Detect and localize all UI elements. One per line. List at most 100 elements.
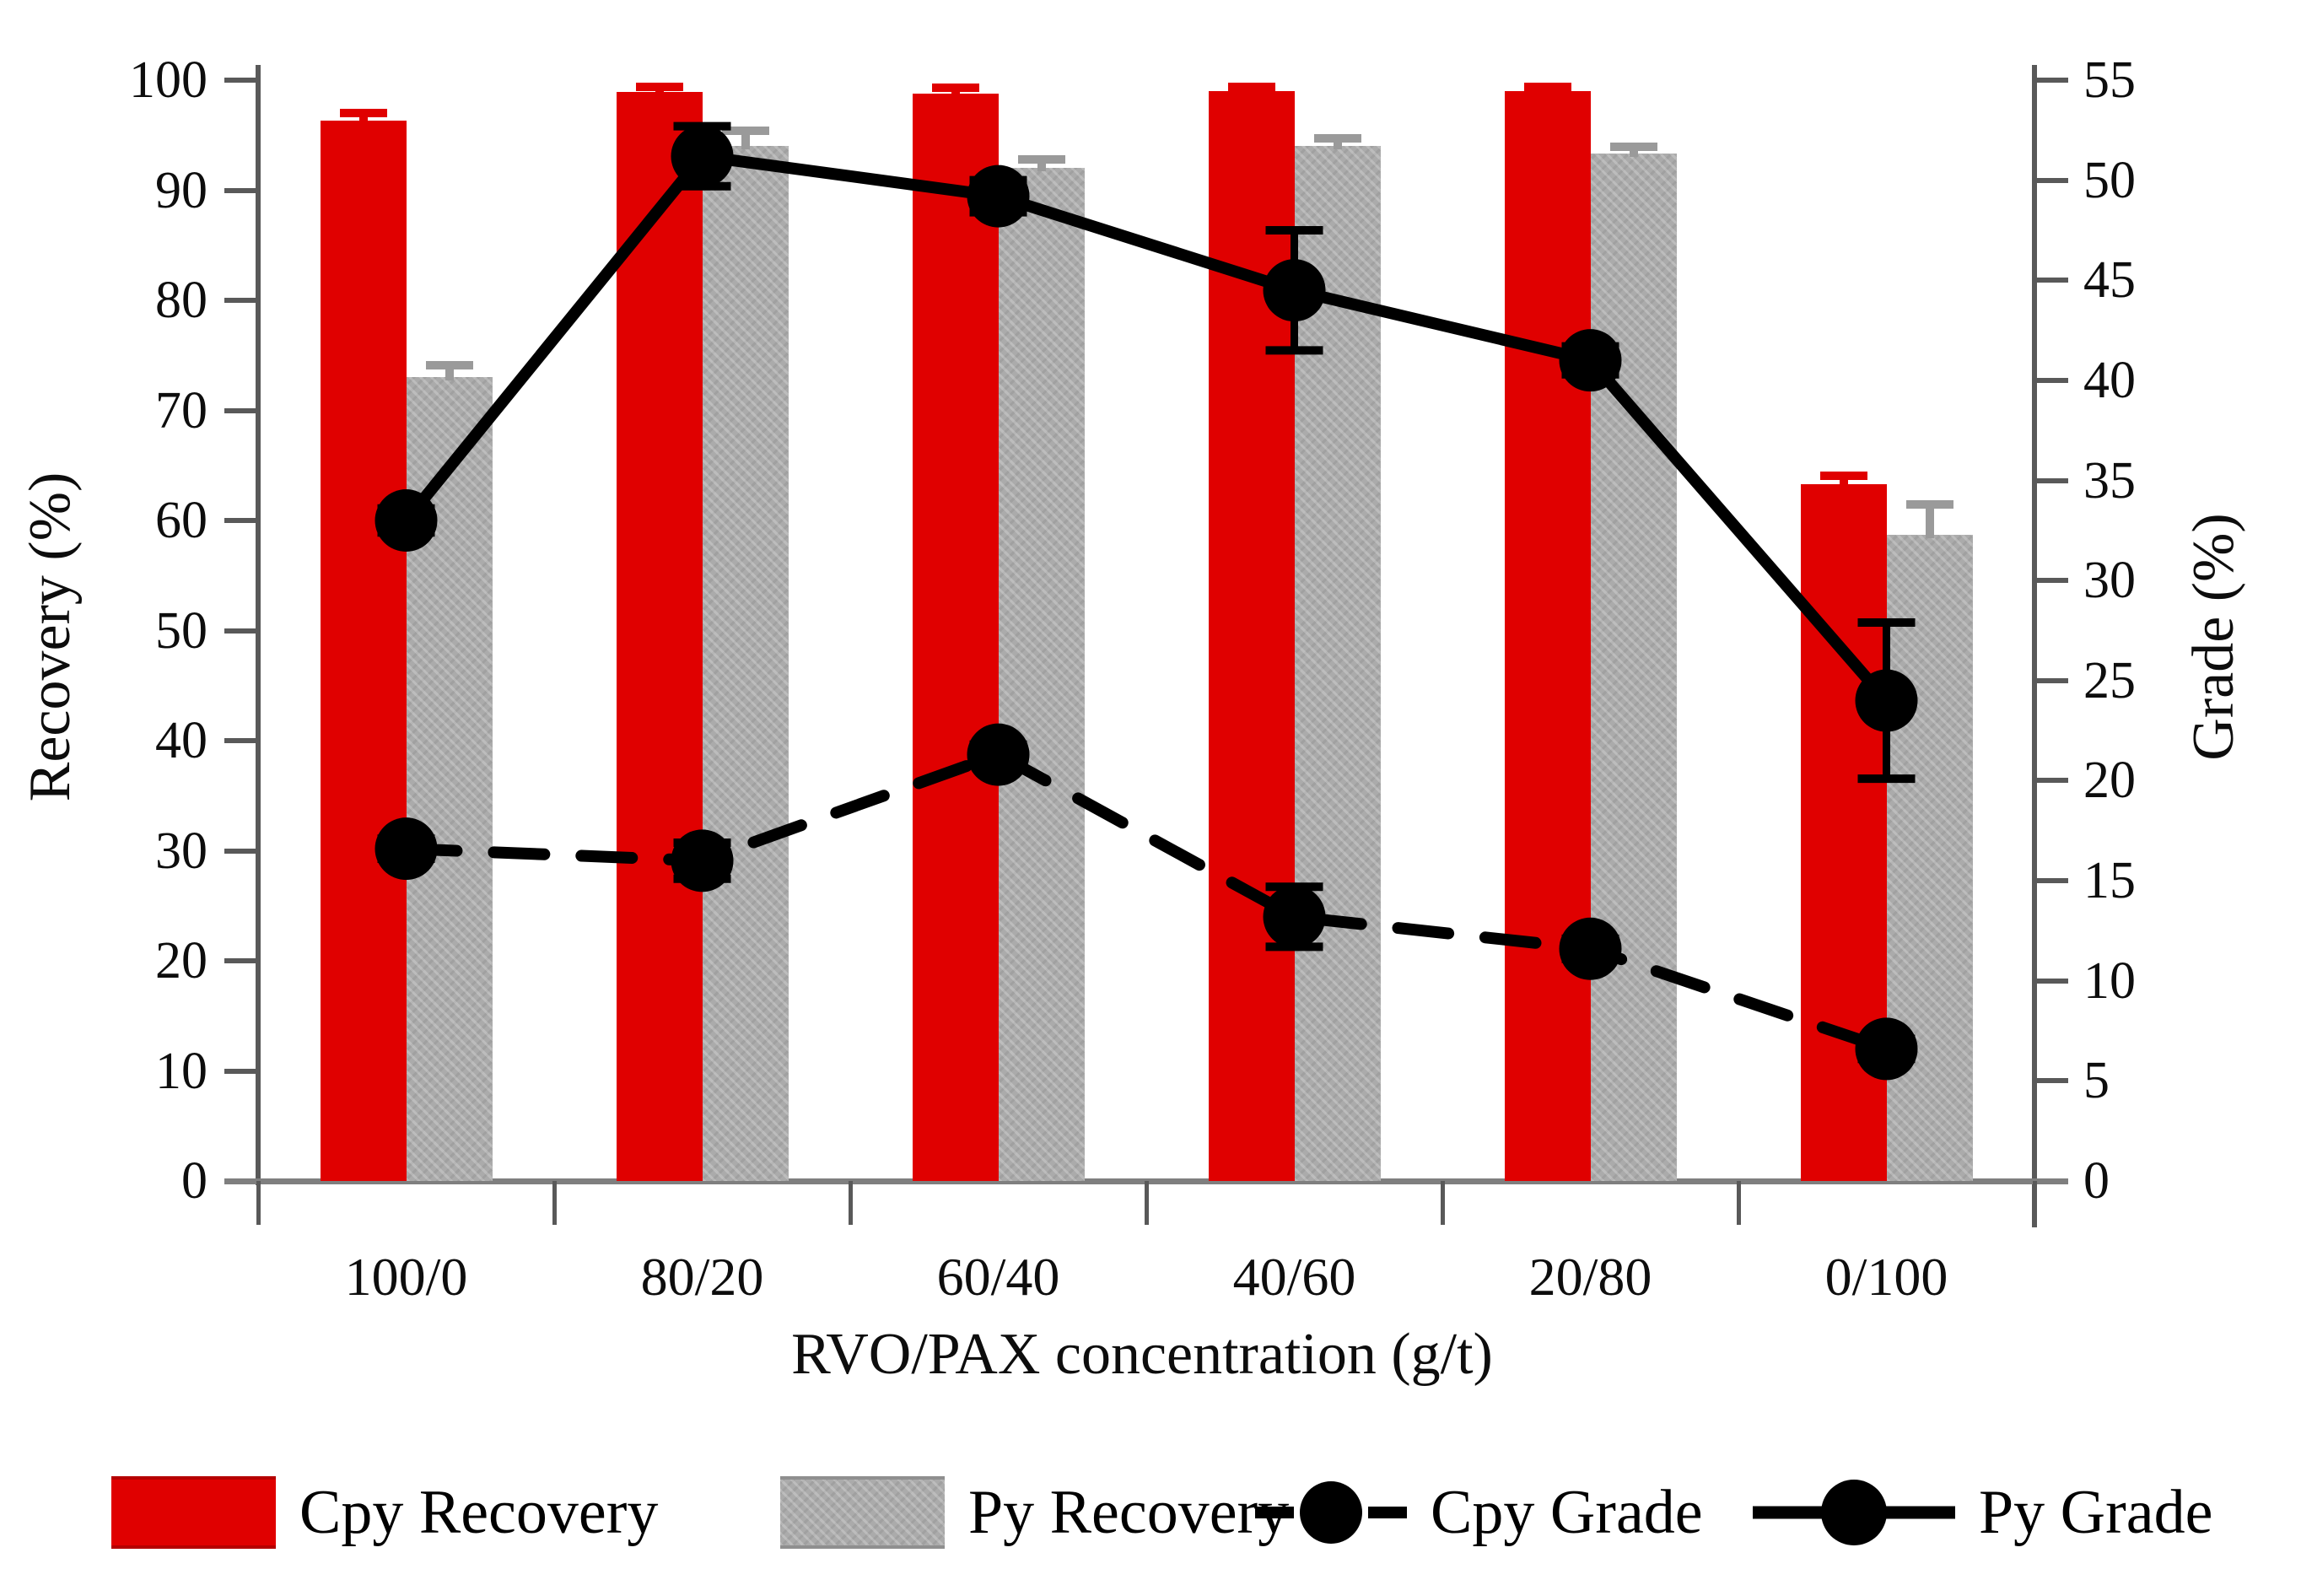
left-y-tick-label: 60: [155, 492, 207, 549]
bar-py-recovery: [1294, 146, 1381, 1181]
right-y-tick: [2036, 177, 2068, 183]
marker-cpy-grade: [671, 829, 734, 892]
bar-error-cap: [1905, 500, 1953, 510]
right-y-tick: [2036, 677, 2068, 683]
right-y-tick: [2036, 477, 2068, 483]
x-axis-title: RVO/PAX concentration (g/t): [791, 1322, 1493, 1387]
legend-label: Py Recovery: [968, 1478, 1290, 1547]
left-y-tick: [224, 958, 256, 963]
legend-swatch-cpy-recovery: [111, 1476, 276, 1549]
marker-cpy-grade: [967, 723, 1030, 786]
left-y-tick: [224, 1068, 256, 1074]
bar-error-cap: [1017, 154, 1065, 164]
right-y-tick: [2036, 778, 2068, 784]
left-y-tick-label: 80: [155, 272, 207, 329]
bar-error-cap: [1523, 82, 1571, 91]
left-y-tick: [224, 518, 256, 523]
bar-error-cap: [1609, 143, 1657, 152]
left-y-tick-label: 30: [155, 822, 207, 880]
left-y-tick-label: 90: [155, 161, 207, 219]
legend-label: Cpy Recovery: [299, 1478, 659, 1547]
legend-item-cpy-grade: Cpy Grade: [1255, 1466, 1703, 1559]
bar-error-stem: [1333, 137, 1342, 150]
bar-cpy-recovery: [616, 92, 703, 1181]
bar-py-recovery: [1590, 154, 1677, 1181]
left-y-tick-label: 40: [155, 712, 207, 769]
legend-item-py-grade: Py Grade: [1753, 1466, 2212, 1559]
right-y-tick: [2036, 78, 2068, 83]
line-py-grade: [400, 149, 1893, 707]
left-y-axis: [256, 65, 261, 1185]
right-y-tick-label: 50: [2083, 151, 2136, 209]
bar-py-recovery: [998, 168, 1085, 1181]
bar-error-cap: [1227, 82, 1275, 91]
legend-item-cpy-recovery: Cpy Recovery: [111, 1466, 658, 1559]
right-y-axis: [2032, 65, 2037, 1227]
right-y-tick-label: 10: [2083, 952, 2136, 1010]
bar-error-cap: [1819, 472, 1867, 481]
marker-py-grade: [375, 489, 438, 552]
bar-error-cap: [339, 108, 387, 117]
legend-solid-line-icon: [1753, 1480, 1955, 1545]
right-y-tick: [2036, 978, 2068, 984]
right-y-tick: [2036, 578, 2068, 584]
right-y-tick-label: 40: [2083, 351, 2136, 409]
right-y-tick: [2036, 878, 2068, 884]
x-axis-tick: [256, 1181, 261, 1225]
bar-cpy-recovery: [1504, 91, 1591, 1181]
left-y-tick-label: 50: [155, 601, 207, 660]
right-y-tick: [2036, 1078, 2068, 1084]
marker-cpy-grade: [1855, 1017, 1918, 1081]
legend-item-py-recovery: Py Recovery: [780, 1466, 1289, 1559]
bar-py-recovery: [1886, 534, 1973, 1181]
legend-swatch-py-recovery: [780, 1476, 945, 1549]
left-y-tick: [224, 848, 256, 854]
bar-error-cap: [1313, 133, 1361, 143]
right-y-tick-label: 55: [2083, 51, 2136, 109]
bar-error-stem: [741, 129, 750, 150]
marker-py-grade: [1263, 259, 1326, 322]
left-y-tick: [224, 187, 256, 193]
x-axis-tick: [1145, 1181, 1149, 1225]
bar-cpy-recovery: [912, 93, 999, 1181]
left-y-tick-label: 100: [129, 51, 207, 109]
bar-error-stem: [358, 111, 368, 125]
legend-dashed-line-icon: [1255, 1481, 1407, 1544]
left-y-tick: [224, 738, 256, 743]
x-category-label: 60/40: [936, 1247, 1060, 1307]
x-axis-tick: [849, 1181, 853, 1225]
x-axis-tick: [1737, 1181, 1741, 1225]
right-y-tick-label: 35: [2083, 451, 2136, 510]
bar-error-stem: [1037, 158, 1046, 172]
left-y-tick-label: 70: [155, 381, 207, 439]
x-category-label: 20/80: [1528, 1247, 1652, 1307]
left-y-tick-label: 0: [181, 1152, 207, 1210]
line-cpy-grade: [400, 747, 1893, 1055]
marker-py-grade: [1559, 329, 1622, 392]
left-y-tick: [224, 407, 256, 413]
right-y-tick-label: 0: [2083, 1152, 2110, 1210]
marker-cpy-grade: [1559, 917, 1622, 980]
marker-cpy-grade: [1263, 885, 1326, 948]
marker-cpy-grade: [375, 817, 438, 881]
bar-error-cap: [425, 360, 473, 369]
left-y-tick: [224, 298, 256, 303]
right-y-tick-label: 45: [2083, 251, 2136, 310]
marker-py-grade: [1855, 669, 1918, 732]
x-category-label: 40/60: [1232, 1247, 1356, 1307]
x-category-label: 0/100: [1824, 1247, 1948, 1307]
bar-error-cap: [635, 82, 683, 91]
bar-error-cap: [721, 126, 769, 135]
x-axis-tick: [1441, 1181, 1445, 1225]
bar-cpy-recovery: [320, 121, 407, 1181]
right-y-tick-label: 25: [2083, 651, 2136, 709]
x-category-label: 100/0: [344, 1247, 468, 1307]
left-y-tick: [224, 78, 256, 83]
right-y-tick-label: 30: [2083, 552, 2136, 610]
bar-error-stem: [1629, 146, 1638, 158]
legend: Cpy Recovery Py Recovery Cpy Grade Py Grade: [0, 1466, 2301, 1567]
x-axis-tick: [552, 1181, 557, 1225]
bar-error-stem: [445, 364, 454, 381]
